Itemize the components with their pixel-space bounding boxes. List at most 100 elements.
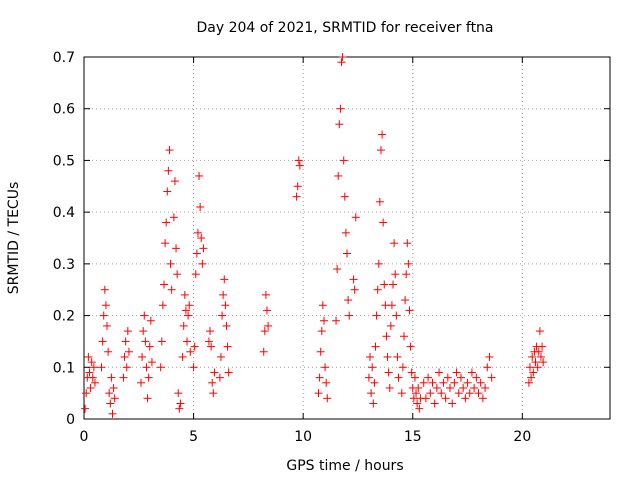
data-point bbox=[82, 389, 91, 398]
data-point bbox=[209, 389, 218, 398]
data-point bbox=[337, 58, 346, 67]
data-point bbox=[191, 270, 200, 279]
data-point bbox=[147, 358, 156, 367]
data-point bbox=[176, 399, 185, 408]
data-point bbox=[371, 342, 380, 351]
data-point bbox=[293, 182, 302, 191]
data-point bbox=[424, 373, 433, 382]
data-point bbox=[165, 146, 174, 155]
data-point bbox=[465, 389, 474, 398]
data-point bbox=[100, 285, 109, 294]
data-point bbox=[481, 383, 490, 392]
data-point bbox=[190, 342, 199, 351]
data-point bbox=[204, 337, 213, 346]
y-tick-label: 0 bbox=[66, 412, 75, 428]
data-point bbox=[531, 358, 540, 367]
data-point bbox=[97, 363, 106, 372]
data-point bbox=[474, 389, 483, 398]
data-point bbox=[526, 363, 535, 372]
data-point bbox=[336, 104, 345, 113]
data-point bbox=[120, 352, 129, 361]
data-point bbox=[386, 321, 395, 330]
data-point bbox=[428, 378, 437, 387]
data-point bbox=[432, 383, 441, 392]
data-point bbox=[222, 321, 231, 330]
data-point bbox=[403, 239, 412, 248]
data-point bbox=[104, 347, 113, 356]
y-tick-label: 0.2 bbox=[53, 309, 75, 325]
data-point bbox=[223, 342, 232, 351]
data-point bbox=[164, 166, 173, 175]
y-tick-label: 0.5 bbox=[53, 153, 75, 169]
data-point bbox=[382, 332, 391, 341]
x-tick-label: 0 bbox=[80, 429, 89, 445]
data-point bbox=[158, 301, 167, 310]
data-point bbox=[197, 234, 206, 242]
data-point bbox=[350, 285, 359, 294]
data-points bbox=[81, 53, 548, 418]
data-point bbox=[368, 363, 377, 372]
data-point bbox=[124, 347, 133, 356]
data-point bbox=[387, 301, 396, 310]
data-point bbox=[207, 342, 216, 351]
data-point bbox=[144, 373, 153, 382]
data-point bbox=[472, 373, 481, 382]
x-tick-label: 10 bbox=[294, 429, 312, 445]
x-axis-label: GPS time / hours bbox=[286, 458, 403, 474]
plot-frame bbox=[83, 56, 611, 420]
data-point bbox=[156, 363, 165, 372]
chart-title: Day 204 of 2021, SRMTID for receiver ftn… bbox=[196, 20, 493, 36]
data-point bbox=[166, 259, 175, 268]
data-point bbox=[170, 177, 179, 186]
data-point bbox=[294, 156, 303, 165]
data-point bbox=[142, 363, 151, 372]
data-point bbox=[435, 368, 444, 377]
y-tick-label: 0.1 bbox=[53, 360, 75, 376]
data-point bbox=[379, 218, 388, 227]
data-point bbox=[121, 337, 130, 346]
data-point bbox=[317, 327, 326, 336]
data-point bbox=[178, 352, 187, 361]
data-point bbox=[389, 280, 398, 289]
data-point bbox=[463, 378, 472, 387]
data-point bbox=[385, 383, 394, 392]
grid bbox=[84, 57, 610, 419]
data-point bbox=[161, 239, 170, 248]
data-point bbox=[185, 301, 194, 310]
data-point bbox=[316, 347, 325, 356]
data-point bbox=[163, 187, 172, 196]
data-point bbox=[367, 389, 376, 398]
data-point bbox=[322, 378, 331, 387]
data-point bbox=[380, 280, 389, 289]
data-point bbox=[318, 301, 327, 310]
data-point bbox=[421, 394, 430, 403]
data-point bbox=[210, 368, 219, 377]
data-point bbox=[216, 352, 225, 361]
data-point bbox=[334, 171, 343, 180]
data-point bbox=[415, 404, 424, 413]
data-point bbox=[343, 249, 351, 258]
data-point bbox=[392, 311, 401, 320]
data-point bbox=[103, 321, 112, 330]
data-point bbox=[192, 249, 201, 258]
data-point bbox=[292, 192, 301, 201]
data-point bbox=[106, 399, 115, 408]
data-point bbox=[169, 213, 178, 222]
data-point bbox=[405, 306, 414, 315]
data-point bbox=[101, 301, 110, 310]
data-point bbox=[89, 363, 98, 372]
data-point bbox=[195, 171, 204, 180]
data-point bbox=[406, 342, 415, 351]
data-point bbox=[450, 378, 459, 387]
data-point bbox=[193, 228, 202, 237]
data-point bbox=[529, 368, 538, 377]
data-point bbox=[373, 285, 382, 294]
data-point bbox=[349, 275, 358, 284]
data-point bbox=[419, 378, 428, 387]
data-point bbox=[173, 270, 182, 279]
data-point bbox=[81, 404, 90, 413]
data-point bbox=[536, 352, 545, 361]
data-point bbox=[391, 270, 400, 279]
data-point bbox=[441, 394, 450, 403]
data-point bbox=[98, 337, 107, 346]
